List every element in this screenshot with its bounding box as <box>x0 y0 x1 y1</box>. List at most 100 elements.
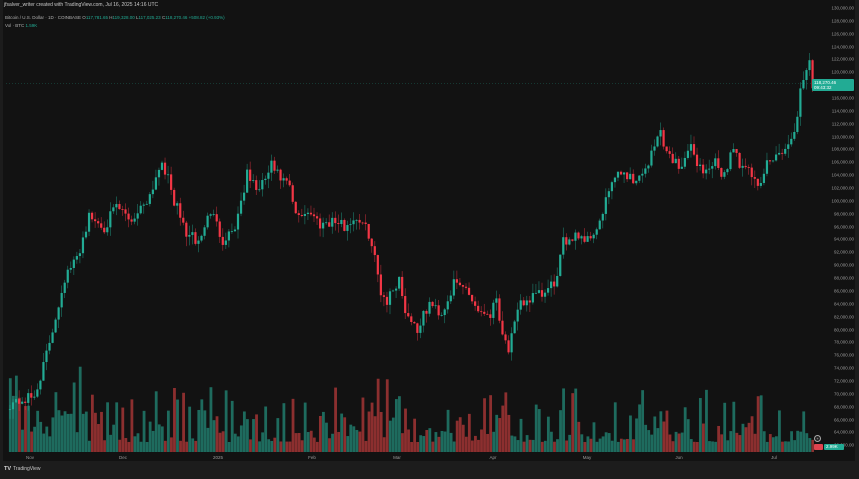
candle-body <box>236 213 240 230</box>
volume-bar <box>242 411 246 452</box>
volume-badge: 2.99K <box>824 444 844 450</box>
ohlc-value: 117,781.65 <box>85 15 109 20</box>
price-tick: 116,000.00 <box>831 95 854 101</box>
volume-bar <box>42 433 46 452</box>
volume-bar <box>595 441 599 452</box>
candle-body <box>239 200 243 214</box>
candle-body <box>738 152 741 168</box>
time-axis[interactable]: Nov Dec 2025 Feb Mar Apr May Jun Jul <box>6 455 814 461</box>
candle-body <box>668 151 671 154</box>
volume-bar <box>276 418 280 452</box>
candle-body <box>255 180 258 190</box>
candle-body <box>708 168 711 170</box>
volume-bar <box>200 399 204 452</box>
candle-body <box>270 160 273 173</box>
candle-body <box>720 167 723 177</box>
candle-body <box>565 237 568 245</box>
price-tick: 82,000.00 <box>833 314 854 320</box>
volume-bar <box>60 415 64 452</box>
price-tick: 80,000.00 <box>833 327 854 332</box>
volume-bar <box>370 402 374 452</box>
candle-body <box>692 144 696 155</box>
candle-body <box>677 158 680 169</box>
symbol-name[interactable]: Bitcoin / U.S. Dollar · 1D · COINBASE <box>5 15 82 20</box>
candle-body <box>215 214 218 222</box>
volume-bar <box>784 441 787 452</box>
volume-bar <box>467 413 471 452</box>
ohlc-value: 117,025.23 <box>138 15 161 20</box>
candle-body <box>249 169 252 181</box>
candle-body <box>765 160 769 174</box>
volume-bar <box>236 436 240 452</box>
alert-marker-icon[interactable]: + <box>814 435 821 442</box>
volume-bar <box>683 407 687 452</box>
volume-bar <box>194 440 198 452</box>
price-tick: 112,000.00 <box>831 121 854 127</box>
candle-body <box>556 275 559 287</box>
price-tick: 76,000.00 <box>833 352 854 358</box>
candle-body <box>723 172 726 177</box>
volume-bar <box>388 420 392 452</box>
candle-body <box>808 60 811 71</box>
candle-body <box>203 227 206 236</box>
volume-bar <box>592 422 596 452</box>
volume-bar <box>94 412 97 452</box>
candle-body <box>209 214 212 216</box>
volume-bar <box>407 429 410 452</box>
volume-bar <box>160 426 164 452</box>
volume-bar <box>726 440 730 452</box>
tradingview-logo[interactable]: TV TradingView <box>4 466 41 472</box>
volume-bar <box>191 438 195 452</box>
candlestick-plot[interactable] <box>6 0 814 455</box>
volume-bar <box>81 413 85 452</box>
candle-body <box>638 175 641 181</box>
price-axis[interactable]: 130,000.00 128,000.00 126,000.00 124,000.00… <box>814 0 858 455</box>
flag-icon[interactable] <box>814 444 823 450</box>
volume-bar <box>474 435 477 452</box>
candle-body <box>306 212 310 214</box>
volume-label[interactable]: Vol · BTC <box>5 23 25 28</box>
candle-body <box>601 213 604 221</box>
candle-body <box>261 180 264 190</box>
volume-bar <box>206 427 210 452</box>
candle-body <box>115 204 118 208</box>
volume-bar <box>799 431 803 452</box>
candle-body <box>641 173 644 176</box>
volume-bar <box>790 431 793 452</box>
candle-body <box>553 281 556 287</box>
candle-body <box>309 212 313 215</box>
candle-body <box>510 333 513 353</box>
volume-bar <box>644 424 648 452</box>
volume-bar <box>638 404 641 452</box>
volume-bar <box>556 439 559 452</box>
price-tick: 122,000.00 <box>831 56 854 62</box>
volume-bar <box>653 416 657 452</box>
candle-body <box>525 300 528 306</box>
volume-bar <box>531 439 535 452</box>
ohlc-key: L <box>134 15 139 20</box>
candle-body <box>87 212 91 232</box>
volume-bar <box>291 398 295 452</box>
volume-bar <box>33 426 37 452</box>
candle-body <box>139 205 142 214</box>
candle-body <box>598 220 601 230</box>
volume-bar <box>805 433 809 452</box>
candle-body <box>811 60 814 89</box>
volume-bar <box>112 424 116 452</box>
volume-bar <box>747 422 751 452</box>
candle-body <box>90 212 94 220</box>
chart-pane[interactable]: 130,000.00 128,000.00 126,000.00 124,000.00… <box>3 0 855 461</box>
volume-bar <box>39 421 43 452</box>
candle-body <box>285 178 288 181</box>
volume-bar <box>391 417 395 452</box>
ohlc-value: 118,270.46 <box>165 15 188 20</box>
volume-bar <box>537 409 541 452</box>
price-tick: 64,000.00 <box>833 429 854 435</box>
volume-bar <box>540 441 544 452</box>
candle-body <box>197 240 200 244</box>
time-tick: Apr <box>489 455 497 460</box>
volume-bar <box>428 428 432 452</box>
candle-body <box>385 296 389 305</box>
candle-body <box>212 214 215 215</box>
volume-bar <box>166 410 170 452</box>
